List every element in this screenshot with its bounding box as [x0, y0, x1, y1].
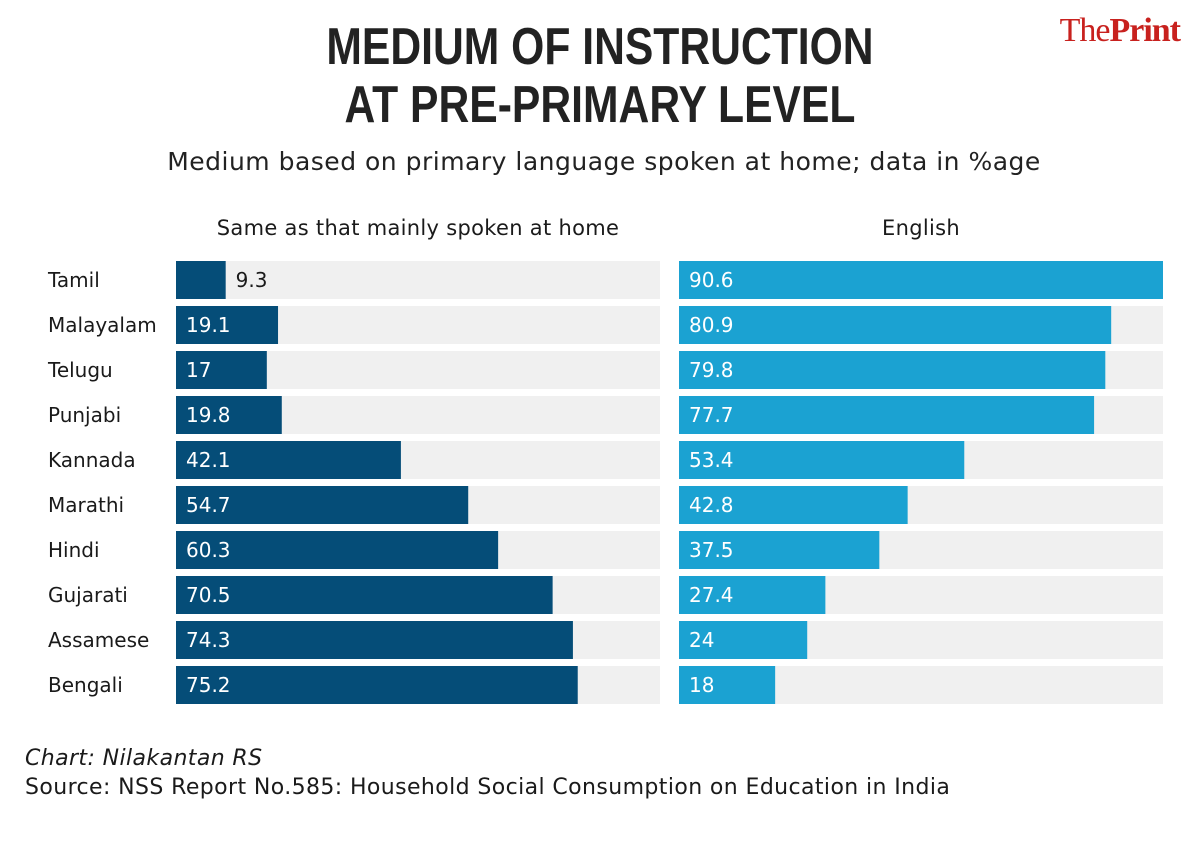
- category-label: Malayalam: [48, 313, 157, 337]
- chart-credit: Chart: Nilakantan RS: [25, 746, 263, 771]
- bar-value-label: 77.7: [689, 403, 734, 427]
- bar: [679, 396, 1095, 434]
- category-label: Tamil: [47, 268, 100, 292]
- bar: [176, 306, 279, 344]
- bar: [176, 666, 578, 704]
- bar-value-label: 79.8: [689, 358, 734, 382]
- bar-value-label: 74.3: [186, 628, 231, 652]
- chart-title-line-1: MEDIUM OF INSTRUCTION: [326, 18, 874, 76]
- bar-value-label: 53.4: [689, 448, 734, 472]
- bar: [679, 666, 776, 704]
- category-label: Hindi: [48, 538, 100, 562]
- bar-value-label: 24: [689, 628, 714, 652]
- bar: [679, 441, 965, 479]
- chart-source: Source: NSS Report No.585: Household Soc…: [25, 775, 951, 800]
- category-label: Gujarati: [48, 583, 128, 607]
- category-label: Kannada: [48, 448, 136, 472]
- category-label: Assamese: [48, 628, 149, 652]
- bar-value-label: 54.7: [186, 493, 231, 517]
- bar: [176, 621, 573, 659]
- theprint-logo: ThePrint: [1059, 12, 1181, 50]
- bar-value-label: 70.5: [186, 583, 231, 607]
- bar: [679, 621, 808, 659]
- bar-value-label: 19.8: [186, 403, 231, 427]
- bar: [679, 306, 1112, 344]
- bar-value-label: 60.3: [186, 538, 231, 562]
- bar-value-label: 19.1: [186, 313, 231, 337]
- category-label: Punjabi: [48, 403, 121, 427]
- bar-value-label: 75.2: [186, 673, 231, 697]
- bar-value-label: 42.8: [689, 493, 734, 517]
- category-label: Marathi: [48, 493, 124, 517]
- series-title-english: English: [882, 216, 960, 240]
- logo-part-print: Print: [1109, 12, 1181, 49]
- category-label: Bengali: [48, 673, 123, 697]
- bar: [176, 486, 469, 524]
- bar-value-label: 27.4: [689, 583, 734, 607]
- bar-track: [176, 261, 660, 299]
- bar: [176, 531, 499, 569]
- bar-value-label: 80.9: [689, 313, 734, 337]
- bar: [679, 531, 880, 569]
- bar: [176, 351, 267, 389]
- bar: [176, 396, 282, 434]
- bar: [679, 486, 908, 524]
- bar-value-label: 42.1: [186, 448, 231, 472]
- series-title-same-as-home: Same as that mainly spoken at home: [216, 216, 620, 240]
- bar: [176, 261, 226, 299]
- logo-part-the: The: [1059, 12, 1111, 49]
- bar: [176, 441, 401, 479]
- bar-value-label: 90.6: [689, 268, 734, 292]
- bar-chart: Tamil 9.3 90.6 Malayalam 19.1 80.9 Telugu 17 79.…: [47, 261, 1163, 704]
- bar: [679, 351, 1106, 389]
- bar-value-label: 9.3: [236, 268, 268, 292]
- chart-subtitle: Medium based on primary language spoken …: [167, 147, 1041, 176]
- bar-value-label: 18: [689, 673, 714, 697]
- bar: [679, 576, 826, 614]
- bar-value-label: 17: [186, 358, 211, 382]
- bar: [176, 576, 553, 614]
- chart-title: MEDIUM OF INSTRUCTION AT PRE-PRIMARY LEV…: [108, 18, 1092, 134]
- category-label: Telugu: [47, 358, 113, 382]
- bar: [679, 261, 1163, 299]
- bar-value-label: 37.5: [689, 538, 734, 562]
- chart-title-line-2: AT PRE-PRIMARY LEVEL: [344, 76, 856, 134]
